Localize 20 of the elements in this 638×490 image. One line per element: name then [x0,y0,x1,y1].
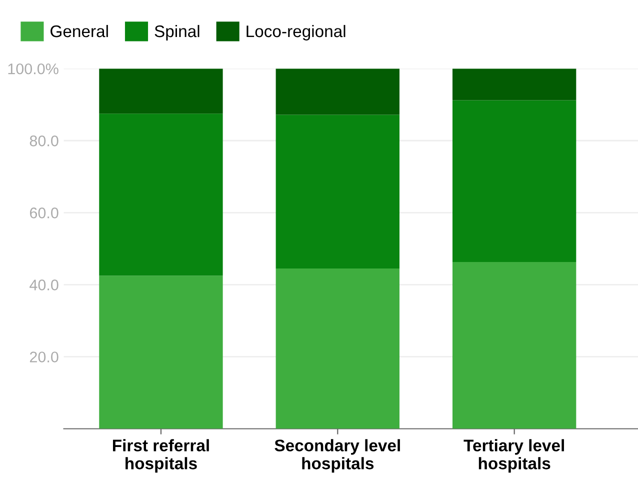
x-tick-label: First referral hospitals [112,439,209,473]
x-tick-label: Tertiary level hospitals [464,439,564,473]
bar [99,114,223,276]
bar [276,68,400,115]
legend-label: General [50,24,108,38]
bar [99,68,223,114]
bar [452,100,576,262]
bar [276,268,400,429]
x-tick-label: Secondary level hospitals [274,439,400,473]
bar [99,276,223,429]
legend-label: Loco-regional [246,24,346,40]
bar [452,262,576,429]
y-tick-label: 100.0% [8,63,58,74]
y-tick-label: 60.0 [30,208,58,218]
y-tick-label: 80.0 [30,136,58,146]
legend-label: Spinal [154,24,200,40]
bar [452,68,576,100]
y-tick-label: 20.0 [30,352,58,362]
y-tick-label: 40.0 [30,280,58,290]
bar [276,114,400,268]
